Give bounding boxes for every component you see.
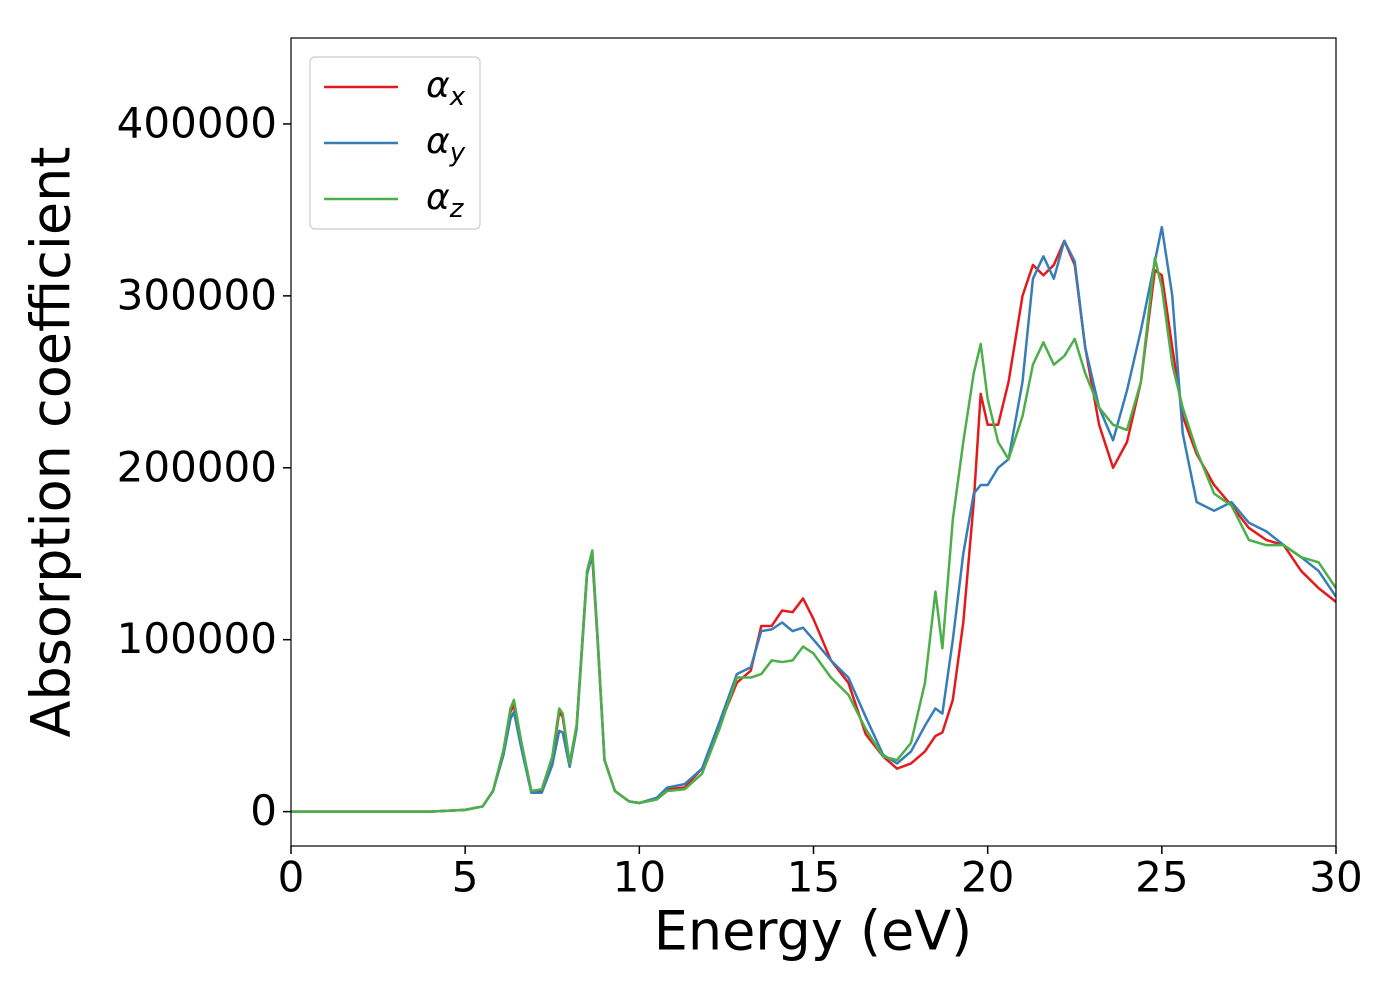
y-tick-label: 200000	[117, 442, 277, 491]
plot-frame	[290, 37, 1337, 847]
x-tick-label: 10	[613, 853, 666, 902]
x-tick-label: 15	[787, 853, 840, 902]
legend-label: αz	[426, 177, 465, 224]
series-line	[291, 256, 1336, 813]
x-axis-label: Energy (eV)	[654, 900, 973, 963]
x-tick-label: 0	[278, 853, 305, 902]
y-axis-label: Absorption coefficient	[20, 147, 83, 738]
y-tick-label: 100000	[117, 614, 277, 663]
y-tick-label: 300000	[117, 270, 277, 319]
x-tick-label: 5	[452, 853, 479, 902]
plot-lines	[291, 225, 1336, 813]
y-tick-label: 400000	[117, 98, 277, 147]
series-line	[291, 225, 1336, 813]
x-tick-label: 30	[1309, 853, 1362, 902]
x-tick-label: 25	[1135, 853, 1188, 902]
legend-label: αx	[426, 65, 466, 112]
y-tick-label: 0	[250, 786, 277, 835]
legend-label: αy	[426, 121, 466, 168]
x-tick-label: 20	[961, 853, 1014, 902]
series-line	[291, 239, 1336, 813]
